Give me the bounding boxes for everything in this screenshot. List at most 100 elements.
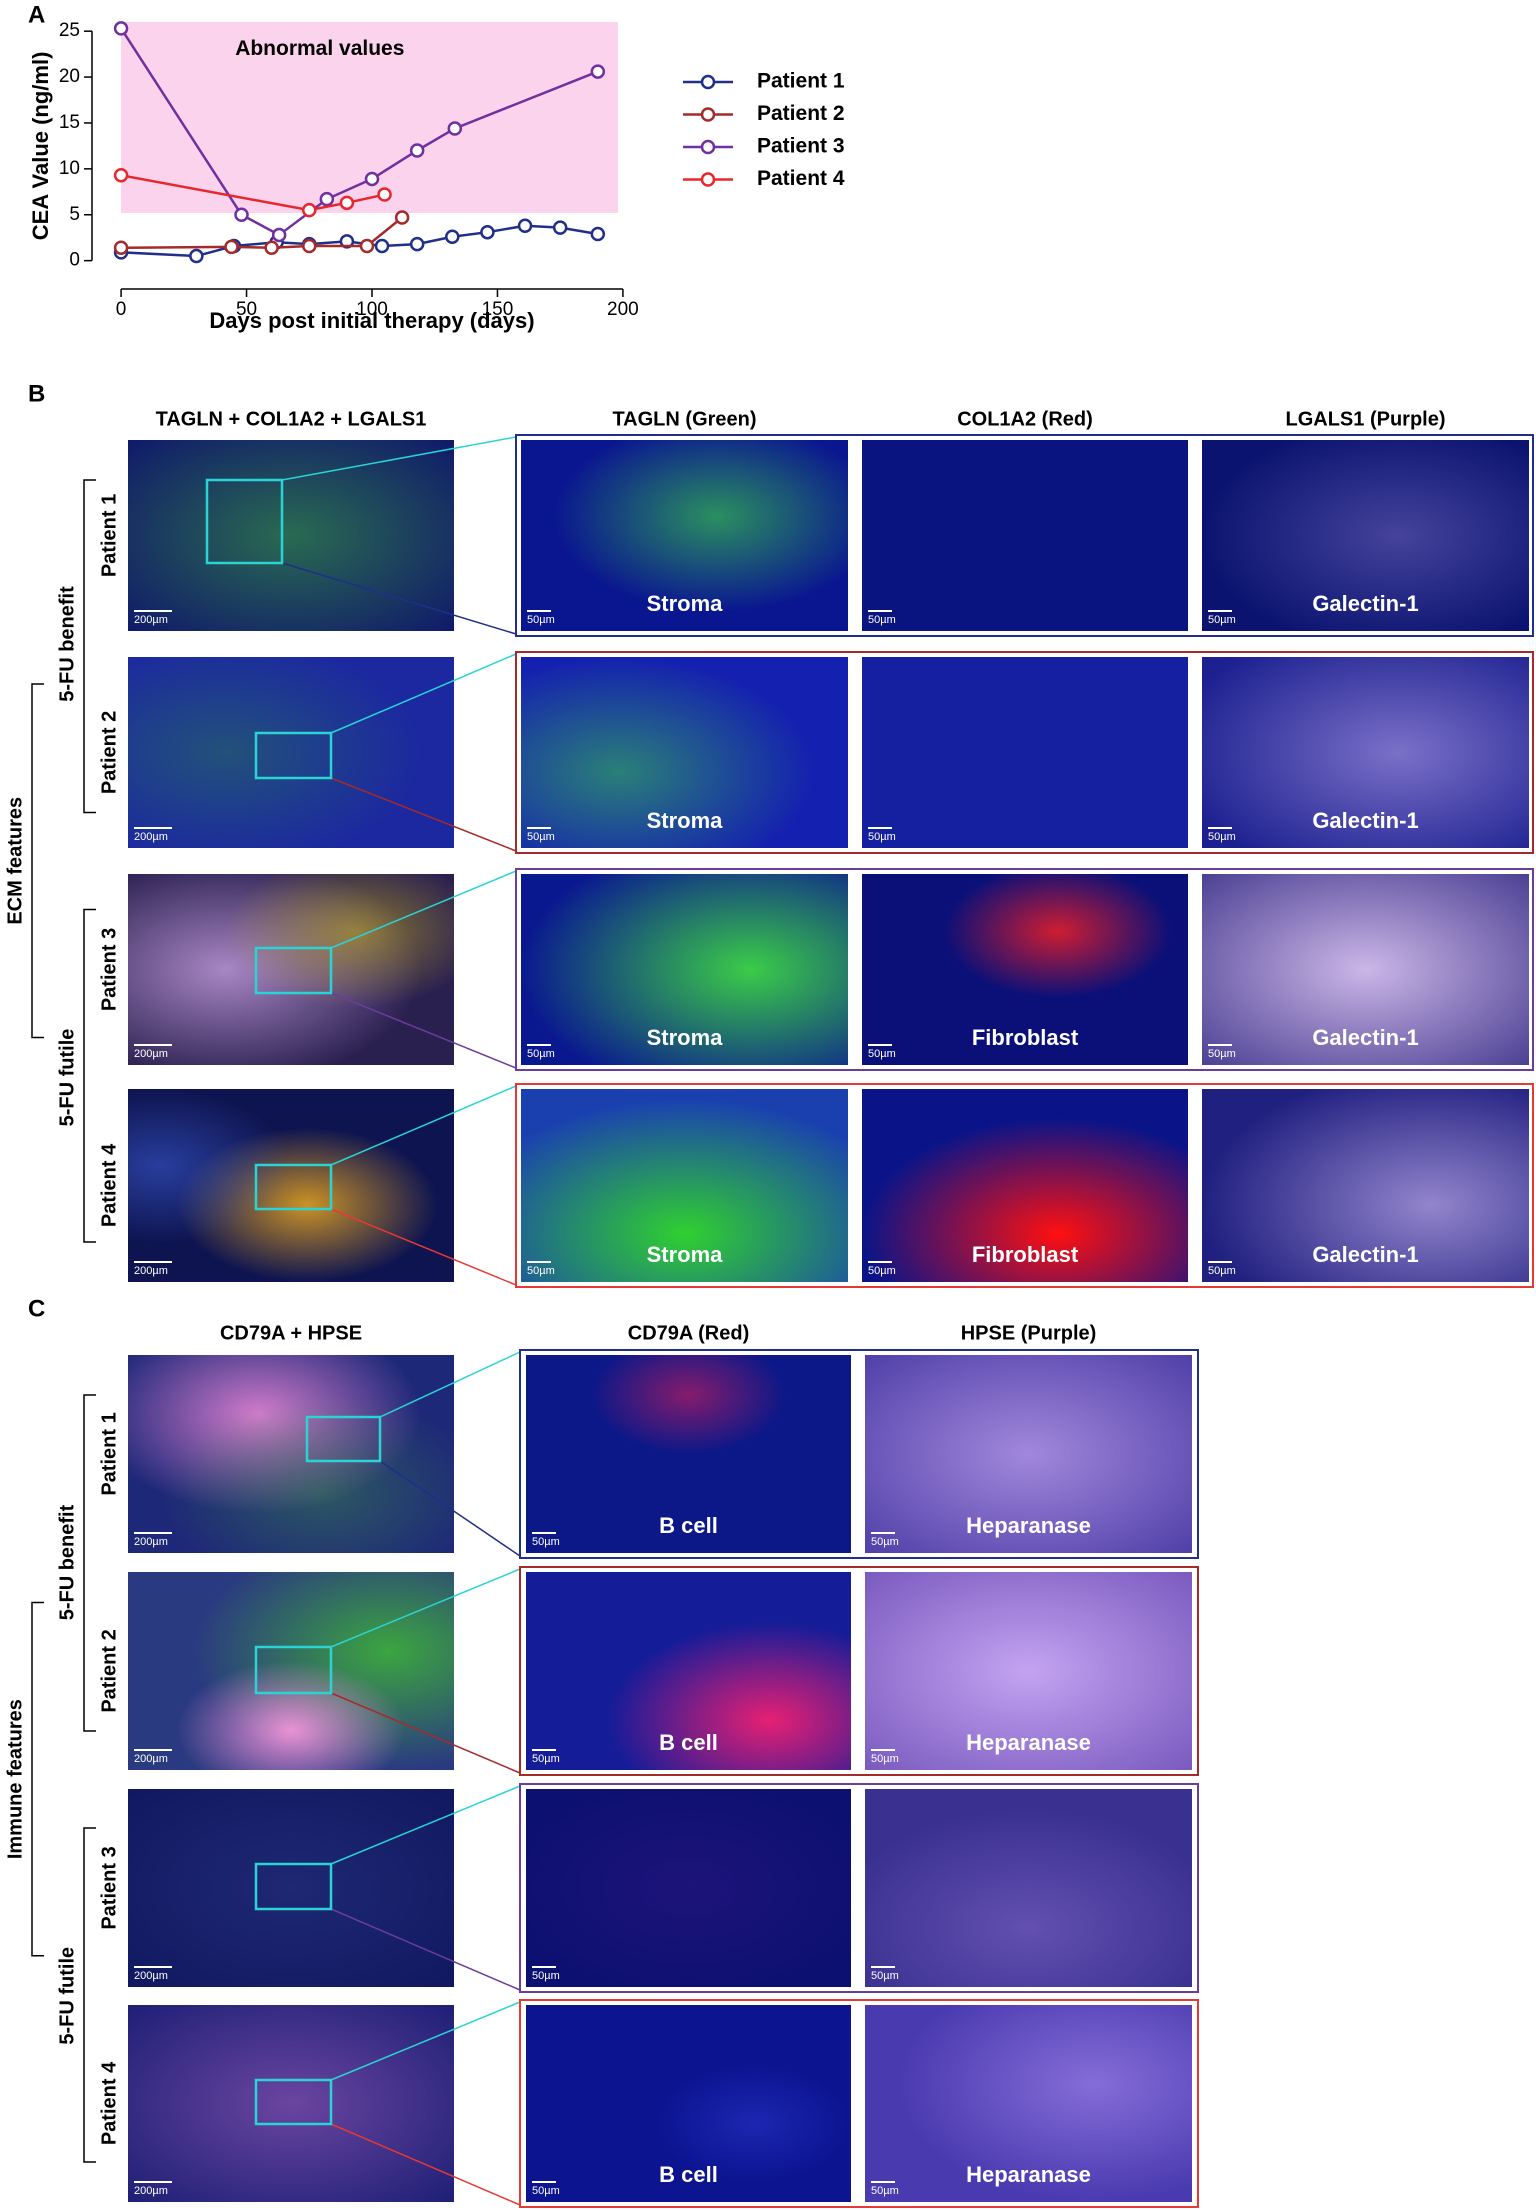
legend-marker [700, 172, 716, 187]
image-annotation: B cell [659, 1513, 718, 1538]
stain [526, 1355, 851, 1553]
patient-label: Patient 1 [98, 494, 120, 577]
scale-label: 50µm [1208, 1265, 1236, 1277]
stain [521, 874, 848, 1065]
zoom-connector [330, 2001, 521, 2081]
stain [865, 2005, 1192, 2202]
y-tick-label: 25 [59, 20, 80, 41]
image-annotation: Heparanase [966, 1513, 1091, 1538]
zoom-box [254, 1862, 333, 1911]
stain [128, 440, 454, 631]
channel-title: COL1A2 (Red) [957, 408, 1093, 430]
image-annotation: Heparanase [966, 1730, 1091, 1755]
group-label: 5-FU benefit [56, 586, 78, 702]
data-point [302, 238, 317, 254]
patient-label: Patient 2 [98, 711, 120, 794]
x-tick-label: 100 [356, 299, 388, 320]
detail-frame [519, 1783, 1199, 1993]
scale-label: 50µm [868, 831, 896, 843]
group-bracket [83, 479, 96, 814]
data-point [189, 248, 204, 264]
patient-label: Patient 3 [98, 1846, 120, 1929]
data-point [271, 227, 287, 243]
stain [521, 440, 848, 631]
scale-label: 200µm [134, 1265, 168, 1277]
patient-label: Patient 2 [98, 1629, 120, 1712]
x-tick-label: 50 [236, 299, 257, 320]
scale-label: 50µm [871, 2185, 899, 2197]
group-label: 5-FU futile [56, 1947, 78, 2045]
zoom-box [254, 1645, 333, 1695]
zoom-connector [330, 1568, 521, 1648]
data-point [224, 239, 239, 255]
image-annotation: Heparanase [966, 2162, 1091, 2187]
image-annotation: Fibroblast [972, 1025, 1079, 1050]
data-point [339, 234, 355, 249]
data-point [113, 168, 129, 183]
scale-label: 200µm [134, 1753, 168, 1765]
channel-title: TAGLN (Green) [612, 408, 756, 430]
y-tick-label: 0 [69, 250, 80, 271]
scale-label: 50µm [871, 1536, 899, 1548]
zoom-connector [330, 1908, 521, 1991]
scale-label: 50µm [871, 1970, 899, 1982]
stain [128, 2005, 454, 2202]
detail-frame [515, 1083, 1534, 1288]
overview-title: CD79A + HPSE [220, 1322, 362, 1344]
channel-title: HPSE (Purple) [961, 1322, 1097, 1344]
group-bracket [83, 1827, 96, 2163]
scale-label: 50µm [527, 614, 555, 626]
scale-label: 50µm [1208, 831, 1236, 843]
channel-title: CD79A (Red) [628, 1322, 750, 1344]
zoom-box [254, 2078, 333, 2126]
stain [521, 657, 848, 848]
scale-label: 50µm [532, 1970, 560, 1982]
scale-label: 50µm [532, 2185, 560, 2197]
stain [865, 1355, 1192, 1553]
data-point [409, 236, 425, 252]
detail-frame [519, 1566, 1199, 1776]
feature-label: Immune features [4, 1699, 26, 1859]
image-annotation: Stroma [647, 808, 724, 833]
stain [526, 1572, 851, 1770]
overview-title: TAGLN + COL1A2 + LGALS1 [156, 408, 427, 430]
scale-label: 50µm [1208, 614, 1236, 626]
panel-label: B [28, 380, 45, 407]
data-point [447, 121, 463, 136]
image-annotation: Galectin-1 [1312, 1242, 1418, 1267]
data-point [113, 21, 129, 36]
shade-label: Abnormal values [235, 37, 404, 60]
group-bracket [83, 908, 96, 1243]
zoom-connector [281, 562, 517, 635]
zoom-connector [330, 1208, 517, 1286]
data-point [234, 207, 249, 222]
image-annotation: Stroma [647, 1025, 724, 1050]
feature-bracket [31, 683, 44, 1039]
y-axis-label: CEA Value (ng/ml) [28, 52, 53, 241]
feature-label: ECM features [4, 797, 26, 925]
scale-label: 200µm [134, 2185, 168, 2197]
patient-label: Patient 1 [98, 1412, 120, 1495]
scale-label: 200µm [134, 1536, 168, 1548]
stain [1202, 657, 1529, 848]
zoom-box [205, 478, 284, 565]
data-point [359, 238, 375, 254]
legend-marker [700, 107, 716, 122]
data-point [517, 218, 533, 234]
panel-label: C [28, 1295, 45, 1322]
zoom-connector [379, 1351, 521, 1418]
stain [1202, 1089, 1529, 1282]
zoom-connector [281, 436, 517, 481]
scale-label: 200µm [134, 614, 168, 626]
scale-label: 50µm [527, 831, 555, 843]
image-annotation: B cell [659, 1730, 718, 1755]
legend-label: Patient 1 [757, 70, 845, 93]
legend-label: Patient 4 [757, 167, 845, 190]
zoom-connector [330, 1692, 521, 1774]
zoom-box [305, 1415, 382, 1463]
data-point [113, 240, 129, 256]
scale-label: 200µm [134, 831, 168, 843]
x-tick-label: 200 [607, 299, 639, 320]
y-tick-label: 10 [59, 158, 80, 179]
